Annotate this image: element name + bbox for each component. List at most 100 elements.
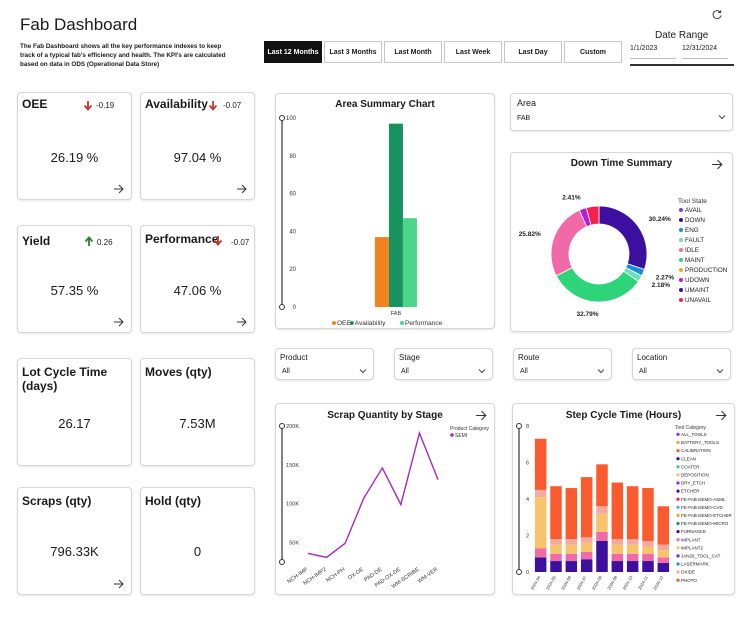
chevron-down-icon[interactable] (718, 113, 726, 121)
filter-value: All (639, 368, 647, 375)
x-tick-label: FAB (391, 311, 402, 317)
area-filter[interactable]: Area FAB (510, 93, 733, 131)
y-tick-label: 0 (526, 570, 529, 576)
date-start-input[interactable]: 1/1/2023 (630, 45, 676, 59)
tab-last-month[interactable]: Last Month (384, 41, 442, 63)
bar-segment-furnance (657, 562, 670, 572)
legend-label: UDOWN (685, 277, 710, 284)
legend-marker (676, 505, 680, 509)
navigate-arrow-icon[interactable] (236, 183, 248, 195)
bar-segment-implant2 (534, 497, 547, 549)
legend-label: DOWN (685, 217, 705, 224)
range-slider-handle (279, 423, 285, 429)
bar-segment-implant2 (550, 544, 562, 554)
x-tick-label: 2024-04 (530, 574, 542, 590)
chart-title: Area Summary Chart (335, 99, 435, 110)
legend-marker (676, 449, 680, 453)
chevron-down-icon[interactable] (359, 367, 367, 375)
x-tick-label: OX-DE (347, 567, 365, 582)
legend-label: CALIBRATION (681, 448, 711, 453)
kpi-card-oee[interactable]: OEE -0.19 26.19 % (17, 92, 132, 200)
legend-marker (676, 554, 680, 558)
tab-custom[interactable]: Custom (564, 41, 622, 63)
data-label: 2.41% (562, 195, 581, 202)
bar-segment-calibration (611, 482, 624, 540)
legend-label: FURNANCE (681, 529, 706, 534)
y-tick-label: 6 (526, 461, 529, 467)
legend-marker (679, 268, 683, 272)
legend-marker (676, 473, 680, 477)
kpi-delta: -0.19 (96, 101, 115, 110)
y-tick-label: 200K (286, 424, 299, 430)
product-filter[interactable]: Product All (275, 348, 374, 380)
kpi-card-yield[interactable]: Yield 0.26 57.35 % (17, 225, 132, 333)
scrap-card: Scrap Quantity by Stage 50K 100K 150K 200K N… (275, 403, 495, 595)
kpi-title: Lot Cycle Time (days) (22, 365, 108, 393)
downtime-chart: 30.24% 2.27%2.18% 32.79% 25.82% 2.41% Tool St… (519, 195, 728, 318)
date-end-input[interactable]: 12/31/2024 (682, 45, 728, 59)
bar-segment-calibration (565, 488, 578, 540)
chevron-down-icon[interactable] (597, 367, 605, 375)
x-tick-label: 2024-09 (606, 574, 618, 590)
legend-label: LASERMARK (681, 562, 709, 567)
legend-label: DRY_ETCH (681, 481, 705, 486)
kpi-card-hold[interactable]: Hold (qty) 0 (140, 487, 255, 595)
kpi-card-lot-cycle-time[interactable]: Lot Cycle Time (days) 26.17 (17, 358, 132, 466)
x-tick-label: 2024-05 (545, 574, 557, 590)
legend-label: OEE (337, 320, 351, 327)
series-line-semi (307, 430, 439, 559)
kpi-card-performance[interactable]: Performance -0.07 47.06 % (140, 225, 255, 333)
kpi-title: Yield (22, 234, 51, 248)
chevron-down-icon[interactable] (716, 367, 724, 375)
kpi-delta: -0.07 (223, 101, 242, 110)
legend-marker (676, 546, 680, 550)
refresh-icon[interactable] (711, 9, 723, 21)
bar-segment-etcher (580, 537, 593, 543)
legend-marker (676, 562, 680, 566)
y-tick-label: 40 (289, 229, 296, 235)
kpi-card-moves[interactable]: Moves (qty) 7.53M (140, 358, 255, 466)
tab-last-12-months[interactable]: Last 12 Months (264, 41, 322, 63)
legend-marker (679, 248, 683, 252)
y-tick-label: 20 (289, 267, 296, 273)
date-range-slider[interactable] (630, 62, 734, 68)
bar-segment-calibration (550, 486, 562, 540)
filter-value: All (282, 368, 290, 375)
navigate-arrow-icon[interactable] (236, 316, 248, 328)
legend-marker (676, 432, 680, 436)
navigate-arrow-icon[interactable] (113, 183, 125, 195)
range-slider-handle (279, 559, 285, 565)
navigate-arrow-icon[interactable] (113, 316, 125, 328)
bar-segment-photo (626, 553, 639, 562)
kpi-card-availability[interactable]: Availability -0.07 97.04 % (140, 92, 255, 200)
bar-segment-furnance (534, 557, 547, 572)
filter-label: Route (518, 353, 540, 362)
bar-segment-photo (534, 548, 547, 558)
kpi-title: OEE (22, 97, 48, 111)
x-tick-label: 2024-11 (637, 574, 649, 590)
tab-last-3-months[interactable]: Last 3 Months (324, 41, 382, 63)
chevron-down-icon[interactable] (478, 367, 486, 375)
legend-marker (679, 208, 683, 212)
bar-performance (402, 218, 417, 307)
legend-label: MAINT (685, 257, 705, 264)
navigate-arrow-icon[interactable] (715, 409, 728, 422)
kpi-delta: -0.07 (231, 238, 250, 247)
legend-label: IMPLANT2 (681, 545, 704, 550)
filter-label: Product (280, 353, 308, 362)
kpi-card-scraps[interactable]: Scraps (qty) 796.33K (17, 487, 132, 595)
navigate-arrow-icon[interactable] (711, 158, 724, 171)
tab-last-day[interactable]: Last Day (504, 41, 562, 63)
route-filter[interactable]: Route All (513, 348, 612, 380)
location-filter[interactable]: Location All (632, 348, 731, 380)
page-description: The Fab Dashboard shows all the key perf… (20, 43, 226, 69)
bar-segment-calibration (626, 486, 639, 540)
navigate-arrow-icon[interactable] (475, 409, 488, 422)
navigate-arrow-icon[interactable] (113, 578, 125, 590)
date-end-value: 12/31/2024 (682, 45, 718, 52)
stage-filter[interactable]: Stage All (394, 348, 493, 380)
legend-label: SEMI (455, 433, 467, 439)
tab-last-week[interactable]: Last Week (444, 41, 502, 63)
bar-segment-furnance (565, 561, 578, 572)
